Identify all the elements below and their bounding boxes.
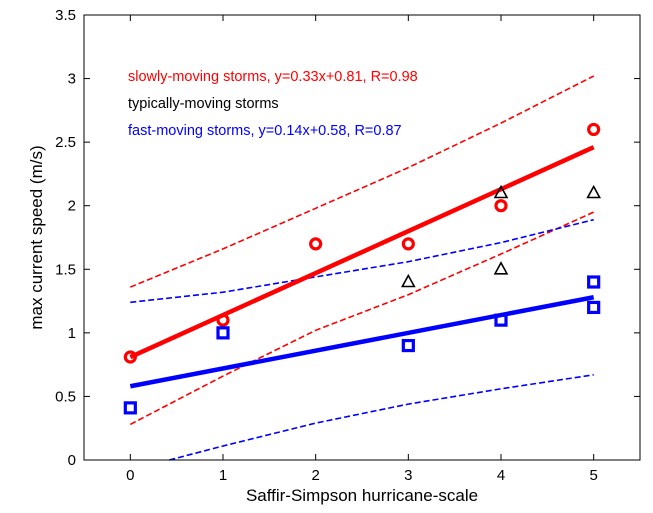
data-point-circle [309,237,323,251]
data-point-circle [401,237,415,251]
axes [83,14,641,461]
y-tick-label: 3 [68,71,76,88]
data-point-square [587,275,601,289]
confidence-band-upper-1 [130,218,594,304]
y-tick-labels: 0 0.5 1 1.5 2 2.5 3 3.5 [55,7,76,469]
axes-frame [83,14,641,461]
plot-area [84,15,640,460]
legend-entry: typically-moving storms [128,96,279,112]
data-point-square [216,326,230,340]
y-tick-label: 2.5 [55,134,76,151]
y-tick-label: 3.5 [55,7,76,24]
data-point-triangle [493,184,509,199]
y-tick-label: 1 [68,325,76,342]
data-point-circle [494,199,508,213]
data-point-square [587,300,601,315]
confidence-band-upper-0 [129,75,595,288]
data-points [123,122,602,415]
x-tick-label: 5 [589,467,597,484]
data-point-triangle [586,184,602,199]
x-tick-label: 2 [311,467,319,484]
fit-line-1 [129,295,595,389]
fit-lines [129,145,595,389]
data-point-square [123,401,137,415]
data-point-square [494,313,508,327]
confidence-band-lower-0 [129,211,595,426]
data-point-circle [587,122,601,137]
data-point-circle [216,313,230,327]
confidence-band-lower-1 [169,374,594,461]
y-tick-label: 0 [68,452,76,469]
x-tick-label: 3 [404,467,412,484]
x-tick-label: 1 [219,467,227,484]
x-tick-labels: 0 1 2 3 4 5 [126,467,598,484]
confidence-bands [129,75,595,461]
x-axis-label: Saffir-Simpson hurricane-scale [246,486,478,505]
y-tick-label: 2 [68,198,76,215]
y-tick-label: 1.5 [55,261,76,278]
y-tick-label: 0.5 [55,388,76,405]
data-point-square [401,338,415,353]
fit-line-0 [129,145,595,360]
x-tick-label: 0 [126,467,134,484]
legend-entry: slowly-moving storms, y=0.33x+0.81, R=0.… [128,69,418,85]
legend: slowly-moving storms, y=0.33x+0.81, R=0.… [128,69,418,139]
legend-entry: fast-moving storms, y=0.14x+0.58, R=0.87 [128,123,402,139]
data-point-triangle [400,273,416,288]
y-axis-label: max current speed (m/s) [27,145,46,329]
x-tick-label: 4 [497,467,505,484]
data-point-circle [123,350,137,364]
data-point-triangle [493,261,509,275]
